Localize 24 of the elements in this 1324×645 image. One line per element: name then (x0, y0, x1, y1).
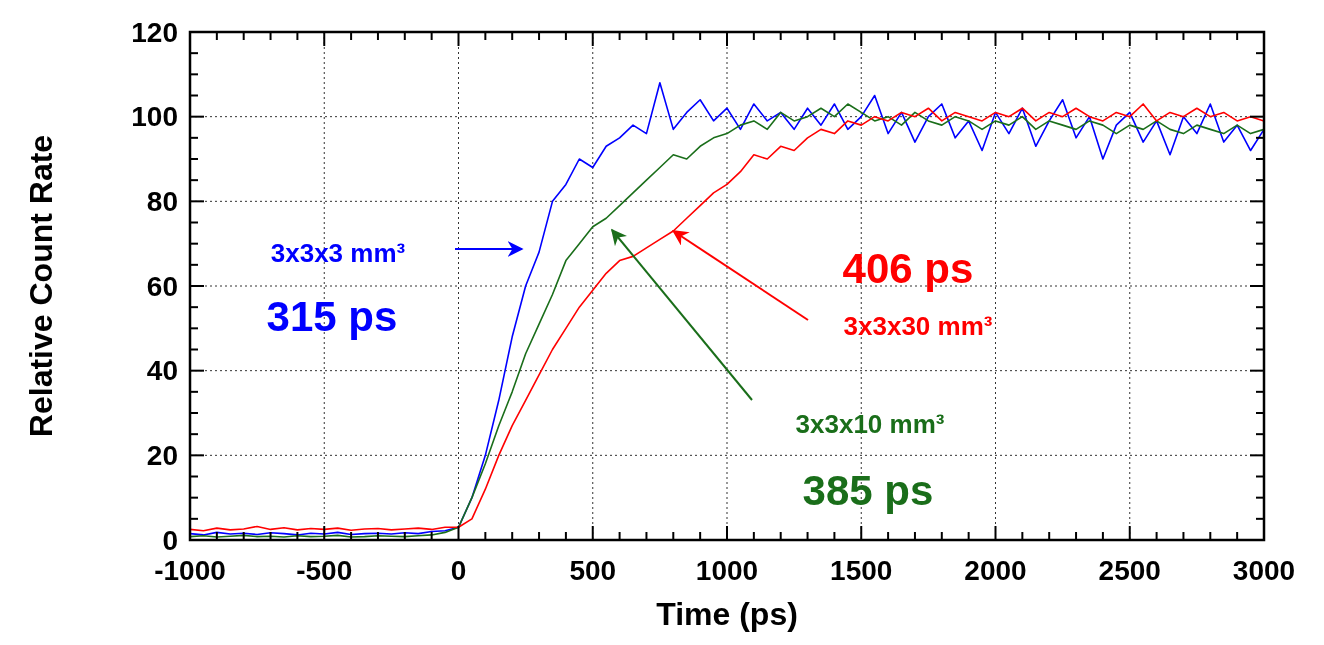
y-axis-title: Relative Count Rate (23, 134, 59, 438)
x-tick-label: 2500 (1098, 555, 1161, 586)
annotation: 315 ps (266, 293, 398, 340)
x-tick-label: -1000 (154, 555, 226, 586)
y-tick-label: 60 (146, 270, 178, 302)
y-tick-label: 100 (131, 101, 178, 133)
y-tick-label: 20 (146, 440, 178, 472)
annotation: 3x3x30 mm³ (843, 311, 993, 341)
x-tick-label: 2000 (964, 555, 1027, 586)
y-tick-label: 0 (162, 524, 178, 556)
annotation: 3x3x3 mm³ (270, 238, 406, 268)
y-tick-label: 80 (146, 186, 178, 218)
x-tick-label: 3000 (1232, 555, 1296, 586)
x-tick-label: 1000 (695, 555, 759, 586)
annotation: 3x3x10 mm³ (795, 409, 945, 439)
x-tick-label: 1500 (830, 555, 893, 586)
y-tick-label: 120 (131, 16, 178, 48)
annotation: 406 ps (842, 245, 974, 292)
x-tick-label: -500 (296, 555, 353, 586)
annotation: 385 ps (802, 467, 934, 514)
x-tick-label: 0 (450, 555, 467, 586)
x-axis-title: Time (ps) (656, 596, 798, 632)
y-tick-label: 40 (146, 355, 178, 387)
x-tick-label: 500 (569, 555, 617, 586)
